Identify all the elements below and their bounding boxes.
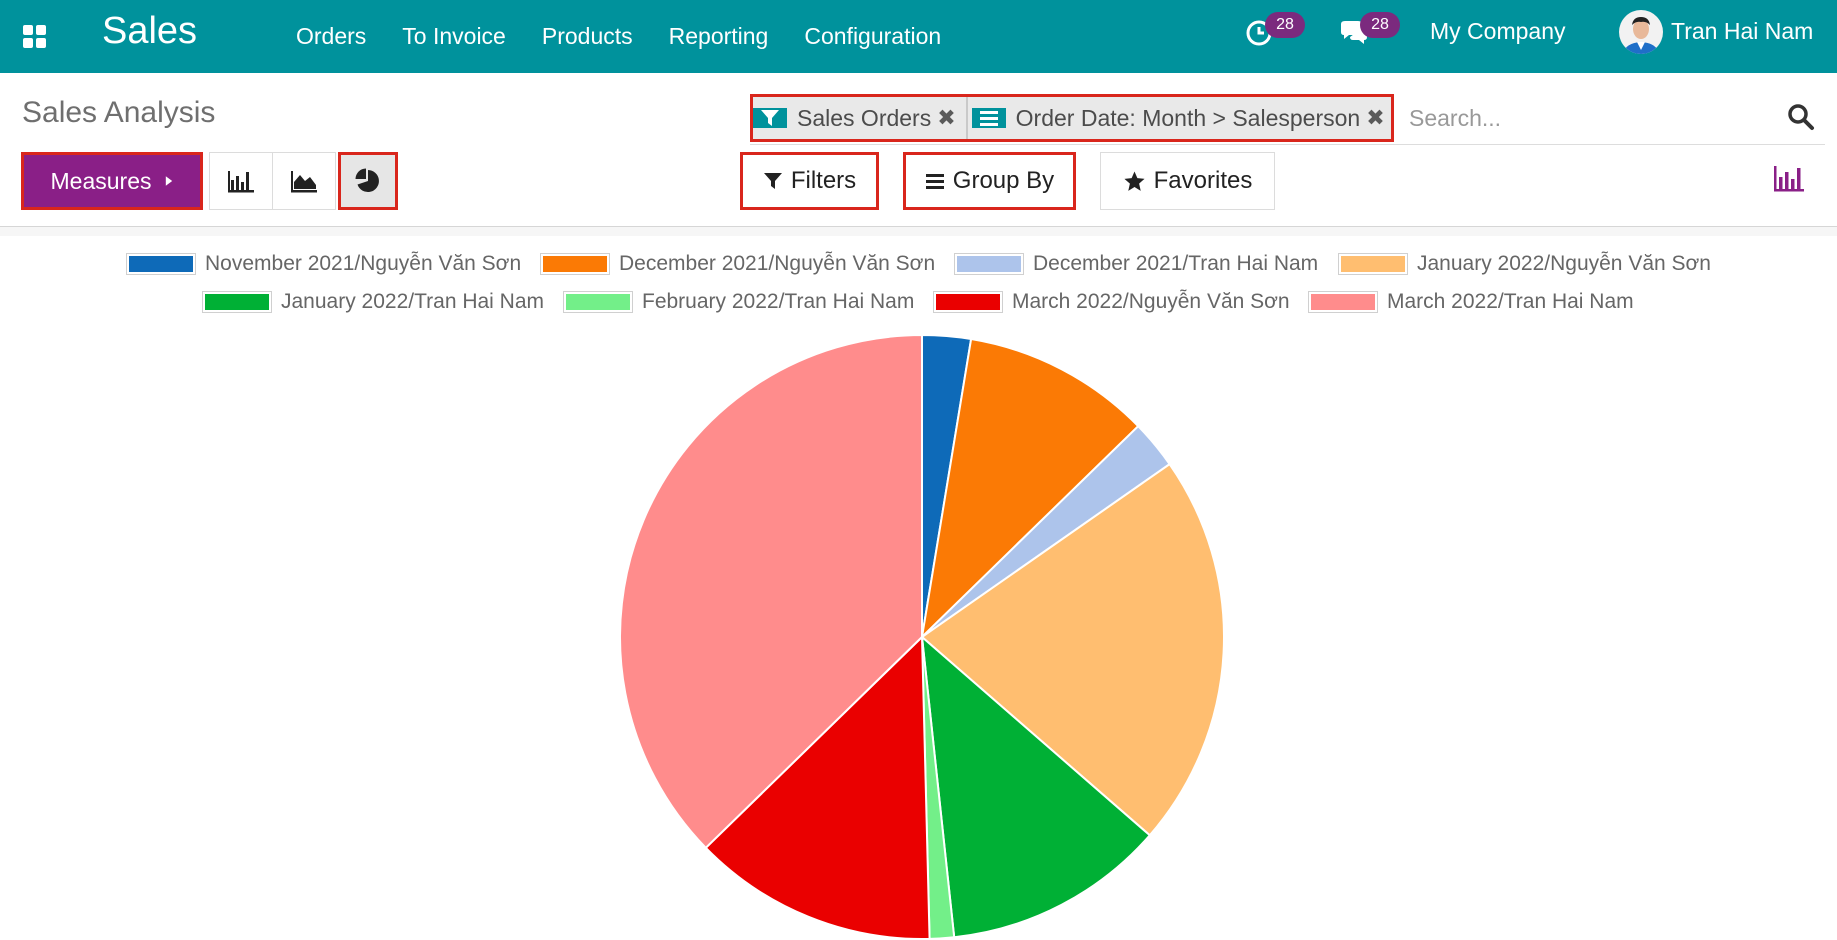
pie-chart-icon <box>355 168 379 192</box>
pie-slice[interactable] <box>704 634 931 940</box>
pie-slice[interactable] <box>920 634 1152 939</box>
filter-facet[interactable]: Sales Orders ✖ <box>753 97 962 139</box>
search-panel: Sales Orders ✖ Order Date: Month > Sales… <box>750 94 1825 145</box>
search-icon[interactable] <box>1786 102 1816 132</box>
filter-icon <box>753 108 787 128</box>
legend-label: March 2022/Nguyễn Văn Sơn <box>1012 290 1290 313</box>
pie-slice[interactable] <box>619 333 923 850</box>
legend-label: March 2022/Tran Hai Nam <box>1387 290 1634 313</box>
bar-chart-button[interactable] <box>209 152 273 210</box>
pie-slice[interactable] <box>920 337 1140 640</box>
legend-label: January 2022/Nguyễn Văn Sơn <box>1417 252 1711 275</box>
breadcrumb: Sales Analysis <box>22 96 216 129</box>
close-icon[interactable]: ✖ <box>1366 105 1385 130</box>
legend-swatch <box>540 253 610 275</box>
menu-reporting[interactable]: Reporting <box>668 23 769 49</box>
caret-right-icon <box>166 176 173 186</box>
legend-row: January 2022/Tran Hai Nam February 2022/… <box>0 286 1837 318</box>
menu-to-invoice[interactable]: To Invoice <box>402 23 506 49</box>
activity-count-badge: 28 <box>1265 12 1305 38</box>
legend-label: November 2021/Nguyễn Văn Sơn <box>205 252 522 275</box>
group-by-icon <box>925 174 944 189</box>
menu-orders[interactable]: Orders <box>296 23 367 49</box>
apps-menu-icon[interactable] <box>0 0 70 73</box>
legend-swatch <box>1308 291 1378 313</box>
pie-slice[interactable] <box>920 462 1225 837</box>
menu-products[interactable]: Products <box>541 23 633 49</box>
main-menu: Orders To Invoice Products Reporting Con… <box>296 0 977 73</box>
legend-item[interactable]: March 2022/Nguyễn Văn Sơn <box>933 286 1290 318</box>
content-top-band <box>0 227 1837 236</box>
company-switcher[interactable]: My Company <box>1430 18 1566 44</box>
legend-swatch <box>126 253 196 275</box>
favorites-label: Favorites <box>1153 167 1253 194</box>
legend-item[interactable]: December 2021/Nguyễn Văn Sơn <box>540 248 936 280</box>
facet-label: Sales Orders <box>797 104 932 131</box>
close-icon[interactable]: ✖ <box>937 105 956 130</box>
legend-item[interactable]: December 2021/Tran Hai Nam <box>954 248 1319 280</box>
bar-chart-icon[interactable] <box>1772 164 1806 194</box>
star-icon <box>1124 170 1145 191</box>
app-name[interactable]: Sales <box>102 10 198 52</box>
measures-label: Measures <box>50 167 152 194</box>
legend-label: December 2021/Tran Hai Nam <box>1033 252 1319 275</box>
line-chart-icon <box>291 171 317 193</box>
legend-label: February 2022/Tran Hai Nam <box>642 290 915 313</box>
search-input[interactable] <box>1407 100 1781 136</box>
graph-mode-switcher <box>209 152 398 210</box>
legend-item[interactable]: January 2022/Tran Hai Nam <box>202 286 545 318</box>
legend-swatch <box>563 291 633 313</box>
filter-icon <box>763 173 782 189</box>
legend-row: November 2021/Nguyễn Văn Sơn December 20… <box>0 248 1837 280</box>
user-avatar[interactable] <box>1619 10 1663 54</box>
legend-item[interactable]: February 2022/Tran Hai Nam <box>563 286 915 318</box>
legend-label: January 2022/Tran Hai Nam <box>281 290 545 313</box>
menu-configuration[interactable]: Configuration <box>804 23 942 49</box>
filters-button[interactable]: Filters <box>740 152 879 210</box>
line-chart-button[interactable] <box>272 152 336 210</box>
message-count-badge: 28 <box>1360 12 1400 38</box>
pie-chart <box>619 333 1225 940</box>
group-by-button[interactable]: Group By <box>903 152 1076 210</box>
control-panel-divider <box>0 226 1837 227</box>
filters-label: Filters <box>790 167 857 194</box>
group-by-facet[interactable]: Order Date: Month > Salesperson ✖ <box>971 97 1391 139</box>
top-navbar: Sales Orders To Invoice Products Reporti… <box>0 0 1837 73</box>
legend-swatch <box>933 291 1003 313</box>
facet-divider <box>965 97 968 139</box>
favorites-button[interactable]: Favorites <box>1100 152 1275 210</box>
measures-button[interactable]: Measures <box>21 152 203 210</box>
legend-label: December 2021/Nguyễn Văn Sơn <box>619 252 936 275</box>
facet-label: Order Date: Month > Salesperson <box>1015 104 1361 131</box>
search-facets: Sales Orders ✖ Order Date: Month > Sales… <box>750 94 1394 142</box>
bar-chart-icon <box>228 171 254 193</box>
legend-item[interactable]: November 2021/Nguyễn Văn Sơn <box>126 248 522 280</box>
legend-item[interactable]: January 2022/Nguyễn Văn Sơn <box>1338 248 1711 280</box>
pie-chart-button[interactable] <box>338 152 398 210</box>
legend-item[interactable]: March 2022/Tran Hai Nam <box>1308 286 1634 318</box>
legend-swatch <box>954 253 1024 275</box>
group-by-label: Group By <box>952 167 1055 194</box>
legend-swatch <box>202 291 272 313</box>
legend-swatch <box>1338 253 1408 275</box>
user-menu[interactable]: Tran Hai Nam <box>1671 18 1814 44</box>
group-by-icon <box>971 108 1006 128</box>
